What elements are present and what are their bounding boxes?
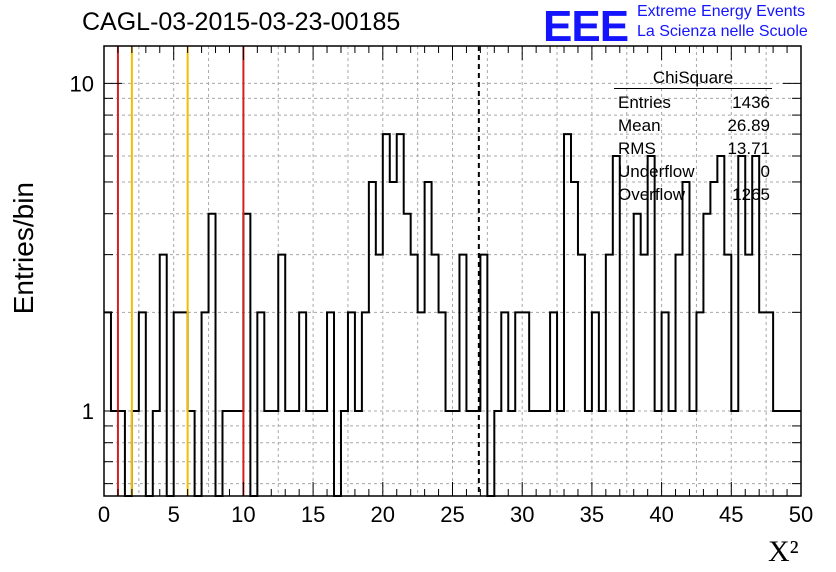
stats-label: Overflow bbox=[618, 185, 686, 204]
stats-label: Underflow bbox=[618, 162, 695, 181]
x-tick-label: 20 bbox=[371, 502, 395, 527]
stats-label: RMS bbox=[618, 139, 656, 158]
stats-value: 0 bbox=[760, 162, 770, 181]
x-tick-label: 0 bbox=[98, 502, 110, 527]
x-tick-label: 15 bbox=[301, 502, 325, 527]
stats-row-underflow: Underflow 0 bbox=[608, 160, 778, 183]
stats-row-entries: Entries 1436 bbox=[608, 91, 778, 114]
logo-line-2: La Scienza nelle Scuole bbox=[637, 23, 808, 40]
eee-logo: EEE bbox=[543, 2, 629, 51]
x-tick-label: 40 bbox=[649, 502, 673, 527]
x-axis-label: X² bbox=[768, 535, 799, 568]
stats-row-overflow: Overflow 1265 bbox=[608, 183, 778, 206]
y-axis-label: Entries/bin bbox=[8, 182, 40, 314]
stats-value: 13.71 bbox=[727, 139, 770, 158]
x-tick-label: 50 bbox=[789, 502, 813, 527]
stats-row-rms: RMS 13.71 bbox=[608, 137, 778, 160]
x-tick-label: 45 bbox=[719, 502, 743, 527]
stats-value: 1436 bbox=[732, 93, 770, 112]
x-tick-label: 30 bbox=[510, 502, 534, 527]
stats-row-mean: Mean 26.89 bbox=[608, 114, 778, 137]
y-axis-label-text: Entries/bin bbox=[8, 182, 39, 315]
y-tick-label: 1 bbox=[82, 399, 94, 424]
stats-box: ChiSquare Entries 1436 Mean 26.89 RMS 13… bbox=[608, 68, 778, 206]
x-tick-label: 10 bbox=[231, 502, 255, 527]
stats-title: ChiSquare bbox=[614, 68, 772, 89]
x-tick-label: 25 bbox=[440, 502, 464, 527]
stats-value: 26.89 bbox=[727, 116, 770, 135]
stats-label: Mean bbox=[618, 116, 661, 135]
y-tick-label: 10 bbox=[70, 71, 94, 96]
x-tick-label: 35 bbox=[580, 502, 604, 527]
x-tick-label: 5 bbox=[168, 502, 180, 527]
stats-label: Entries bbox=[618, 93, 671, 112]
stats-value: 1265 bbox=[732, 185, 770, 204]
logo-text: Extreme Energy Events La Scienza nelle S… bbox=[637, 2, 808, 42]
plot-title: CAGL-03-2015-03-23-00185 bbox=[82, 8, 401, 36]
logo-line-1: Extreme Energy Events bbox=[637, 3, 806, 20]
